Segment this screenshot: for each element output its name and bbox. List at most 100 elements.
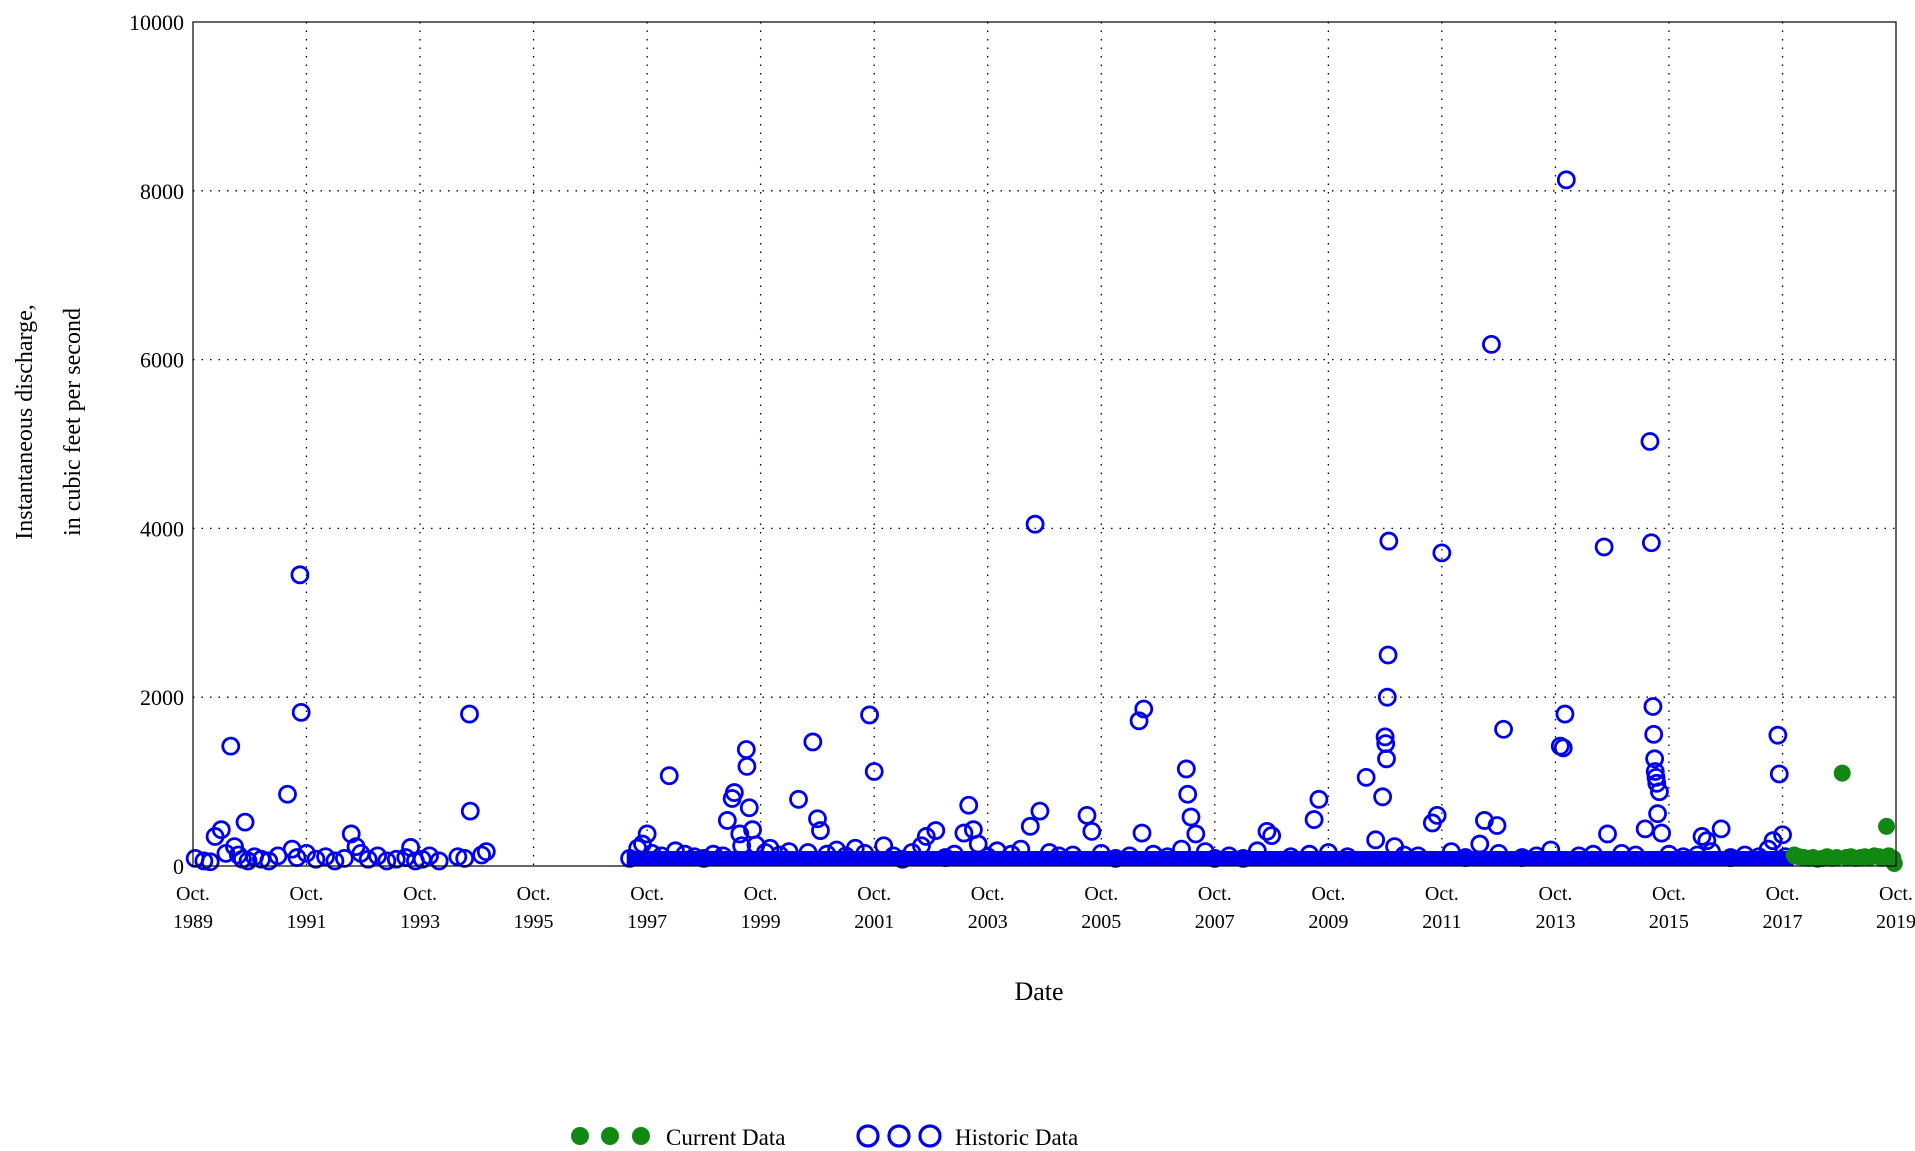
current-point (1878, 817, 1896, 835)
x-tick-label-month: Oct. (1652, 883, 1686, 905)
historic-point (200, 852, 220, 872)
legend-current-label: Current Data (666, 1125, 785, 1150)
y-axis-label-line2: in cubic feet per second (60, 308, 86, 536)
legend-historic-label: Historic Data (955, 1125, 1078, 1150)
historic-point (1553, 738, 1573, 758)
historic-point (377, 851, 397, 871)
historic-point (1356, 767, 1376, 787)
historic-point (1304, 810, 1324, 829)
historic-point (358, 849, 378, 869)
historic-point (770, 845, 790, 865)
x-tick-label-month: Oct. (1766, 883, 1800, 905)
historic-point (845, 838, 865, 858)
historic-point (817, 844, 837, 864)
historic-point (968, 834, 988, 854)
historic-point (642, 843, 662, 863)
historic-point (1077, 805, 1097, 825)
legend-current-marker (601, 1127, 619, 1145)
historic-point (460, 801, 480, 821)
x-tick-label-month: Oct. (290, 883, 324, 905)
x-tick-label-month: Oct. (630, 883, 664, 905)
historic-point (1626, 845, 1646, 865)
y-tick-labels: 0 2000 4000 6000 8000 10000 (129, 10, 184, 879)
historic-point (779, 842, 799, 862)
historic-point (1569, 846, 1589, 866)
x-tick-label-year: 2009 (1308, 911, 1348, 933)
x-tick-label-month: Oct. (517, 883, 551, 905)
legend: Current Data Historic Data (571, 1124, 1078, 1150)
x-tick-label-year: 2005 (1081, 911, 1121, 933)
historic-point (235, 812, 255, 832)
x-tick-label-month: Oct. (744, 883, 778, 905)
historic-point (803, 732, 823, 752)
historic-point (789, 789, 808, 809)
historic-point (1082, 821, 1102, 841)
historic-point (1635, 819, 1655, 839)
historic-point (1373, 787, 1393, 807)
historic-point (429, 851, 449, 871)
x-tick-label-month: Oct. (971, 883, 1005, 905)
historic-point (1063, 845, 1083, 865)
historic-point (1555, 704, 1575, 724)
historic-point (666, 841, 685, 861)
historic-point (291, 702, 311, 722)
historic-point (1158, 847, 1177, 867)
historic-point (420, 846, 439, 866)
historic-point (1702, 842, 1721, 862)
legend-historic-marker (918, 1124, 942, 1148)
historic-point (221, 736, 241, 756)
historic-point (211, 820, 231, 840)
historic-point (1172, 839, 1191, 859)
x-tick-label-year: 2003 (968, 911, 1008, 933)
historic-point (798, 843, 818, 862)
historic-point (1011, 839, 1031, 859)
historic-data-points (185, 170, 1795, 872)
x-tick-label-month: Oct. (1425, 883, 1459, 905)
historic-point (259, 851, 279, 871)
x-tick-label-month: Oct. (403, 883, 437, 905)
x-tick-label-year: 2001 (854, 911, 894, 933)
x-tick-label-year: 1989 (173, 911, 213, 933)
historic-point (1647, 773, 1667, 793)
x-tick-label-year: 2007 (1195, 911, 1235, 933)
historic-point (954, 823, 974, 843)
y-axis-label-line1: Instantaneous discharge, (12, 304, 38, 540)
historic-point (724, 783, 744, 802)
historic-point (633, 834, 652, 854)
historic-point (739, 798, 759, 818)
historic-point (717, 811, 737, 830)
historic-point (1482, 335, 1501, 354)
y-tick-label: 6000 (140, 348, 184, 373)
historic-point (1769, 764, 1789, 784)
historic-point (1556, 170, 1576, 190)
x-tick-label-year: 1997 (627, 911, 667, 933)
historic-point (1262, 826, 1282, 846)
x-tick-label-year: 1991 (286, 911, 326, 933)
historic-point (827, 840, 847, 860)
historic-point (675, 844, 695, 864)
historic-point (912, 836, 931, 856)
historic-point (916, 827, 936, 846)
historic-point (713, 846, 733, 866)
historic-point (1768, 725, 1788, 745)
legend-current-marker (632, 1127, 650, 1145)
historic-point (1763, 831, 1783, 851)
x-tick-label-month: Oct. (1198, 883, 1232, 905)
historic-point (926, 821, 946, 840)
y-tick-label: 4000 (140, 516, 184, 541)
historic-point (685, 847, 704, 867)
historic-point (476, 842, 496, 862)
historic-point (730, 824, 750, 844)
historic-point (860, 705, 879, 725)
historic-point (1583, 844, 1603, 864)
historic-point (1735, 845, 1755, 865)
historic-point (1494, 719, 1513, 739)
historic-point (1181, 807, 1201, 827)
x-tick-label-month: Oct. (1879, 883, 1913, 905)
historic-point (736, 740, 756, 759)
historic-point (1020, 816, 1040, 836)
historic-point (1394, 845, 1414, 865)
current-point (1885, 854, 1903, 872)
historic-point (1650, 782, 1669, 802)
historic-point (1176, 759, 1196, 779)
